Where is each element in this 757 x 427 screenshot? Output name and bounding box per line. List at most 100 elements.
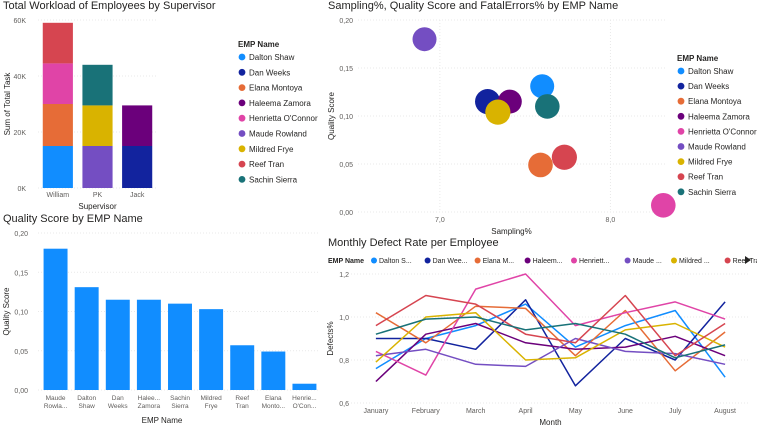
quality-bar [136,299,161,390]
legend-label: Dan Wee... [433,258,468,265]
y-tick-label: 0,8 [339,358,349,365]
legend-marker [677,97,685,105]
x-tick-label: 8,0 [606,217,616,224]
stacked-bar-segment [82,64,113,106]
legend-label: Haleem... [533,258,563,265]
quality-bar [199,309,224,390]
quality-bar [292,383,317,390]
legend-marker [677,112,685,120]
stacked-bar-segment [42,22,73,64]
stacked-bar-segment [42,146,73,188]
y-tick-label: 0,10 [339,114,353,121]
x-tick-label: Sachin [170,395,190,402]
x-tick-label: Sierra [171,403,189,410]
x-tick-label: Reef [235,395,249,402]
legend-marker [238,53,246,61]
scatter-point [650,192,676,218]
legend-marker [238,99,246,107]
y-tick-label: 1,2 [339,272,349,279]
defect-chart: 0,6 0,8 1,0 1,2 January February March April May… [326,256,757,427]
legend-label: Dalton Shaw [688,67,734,76]
legend-label: Haleema Zamora [688,112,750,121]
legend-label: Henrietta O'Connor [688,127,757,136]
legend-title: EMP Name [238,40,280,49]
legend-label: Elana Montoya [249,84,303,93]
legend-marker [571,257,577,264]
legend-marker [238,68,246,76]
x-tick-label: Tran [236,403,250,410]
series-line [375,305,726,372]
x-tick-label: O'Con... [293,403,317,410]
workload-chart: 0K 20K 40K 60K William PK Jack Supervisor Sum of… [3,18,318,211]
series-line [375,311,726,363]
defect-title: Monthly Defect Rate per Employee [328,237,499,249]
x-tick-label: Jack [130,192,145,199]
y-tick-label: 0,05 [339,162,353,169]
legend-marker [424,257,431,264]
series-line [375,273,726,376]
x-tick-label: April [519,408,533,415]
y-tick-label: 0,05 [14,349,28,356]
legend-marker [677,173,685,181]
y-axis-title: Sum of Total Task [3,72,12,136]
x-tick-label: William [47,192,70,199]
play-triangle-icon [745,256,751,264]
x-tick-label: May [569,408,583,415]
legend-marker [677,67,685,75]
scatter-point [530,74,555,99]
legend-marker [671,257,677,264]
x-tick-label: 7,0 [435,217,445,224]
legend-marker [238,176,246,183]
legend-label: Dalton Shaw [249,53,295,62]
legend-label: Mildred Frye [688,158,733,167]
legend-label: Haleema Zamora [249,99,311,108]
y-tick-label: 0,20 [14,231,28,238]
legend-label: Reef Tran [688,173,723,182]
legend-label: Elana M... [483,258,515,265]
legend-marker [677,82,685,90]
series-line [375,294,726,357]
x-tick-label: June [618,408,633,415]
series-line [375,299,726,387]
legend-marker [238,160,246,168]
quality-chart: 0,000,050,100,150,20MaudeRowla...DaltonS… [2,231,318,425]
series-line [375,316,726,359]
legend-label: Dan Weeks [688,82,729,91]
y-axis-title: Quality Score [327,91,336,140]
legend-marker [524,257,531,264]
legend-marker [371,257,377,264]
legend-label: Dalton S... [379,258,412,265]
stacked-bar-segment [42,104,73,146]
x-axis-title: Sampling% [491,227,531,236]
x-tick-label: Dalton [77,395,96,402]
x-tick-label: Rowla... [44,403,68,410]
y-tick-label: 60K [14,18,27,25]
scatter-title: Sampling%, Quality Score and FatalErrors… [328,0,619,12]
x-tick-label: Frye [205,403,218,410]
x-tick-label: February [412,408,441,415]
x-tick-label: July [669,408,682,415]
legend-marker [677,143,685,150]
x-tick-label: March [466,408,486,415]
quality-bar [168,303,192,390]
x-tick-label: January [363,408,388,415]
legend-label: Mildred ... [679,258,710,265]
scatter-point [551,144,577,170]
x-tick-label: Monto... [262,403,286,410]
legend-title: EMP Name [677,54,719,63]
y-axis-title: Defects% [326,321,335,355]
y-tick-label: 0K [17,186,26,193]
legend-label: Mildred Frye [249,145,294,154]
y-tick-label: 0,00 [14,388,28,395]
legend-marker [238,145,246,153]
x-axis-title: Month [539,418,561,427]
scatter-point [528,152,553,178]
legend-marker [724,257,731,264]
legend-title: EMP Name [328,258,364,265]
x-axis-title: EMP Name [142,416,183,425]
x-tick-label: Mildred [200,395,222,402]
stacked-bar-segment [42,63,73,104]
legend-marker [474,257,481,264]
legend-marker [677,188,685,196]
legend-label: Henriett... [579,258,609,265]
